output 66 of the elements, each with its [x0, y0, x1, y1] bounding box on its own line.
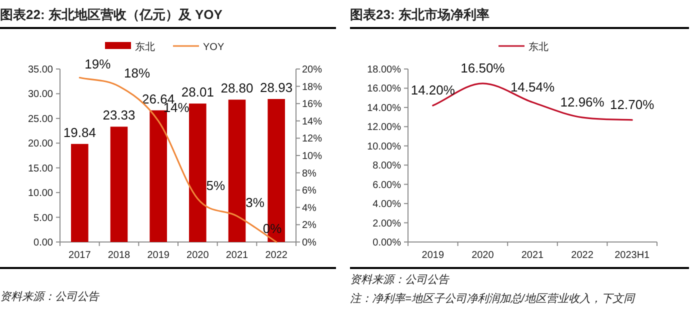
bar — [228, 100, 246, 242]
y-tick-label: 30.00 — [28, 89, 54, 100]
data-label: 5% — [206, 178, 226, 193]
x-tick-label: 2020 — [186, 250, 210, 261]
y-tick-label: 20.00 — [28, 138, 54, 150]
legend-label: 东北 — [135, 41, 155, 53]
y2-tick-label: 18% — [302, 82, 322, 93]
y2-tick-label: 2% — [302, 220, 317, 232]
data-label: 28.80 — [220, 80, 254, 96]
y-tick-label: 4.00% — [372, 199, 402, 210]
legend-label: 东北 — [528, 41, 548, 53]
bar — [71, 144, 88, 242]
x-tick-label: 2020 — [472, 250, 494, 261]
y-tick-label: 0.00 — [34, 238, 54, 248]
y-tick-label: 25.00 — [28, 114, 54, 125]
x-tick-label: 2017 — [68, 250, 92, 261]
y2-tick-label: 4% — [302, 202, 317, 214]
y-tick-label: 8.00% — [372, 160, 402, 172]
y2-tick-label: 10% — [302, 151, 322, 162]
x-tick-label: 2019 — [422, 250, 444, 261]
data-label: 28.01 — [181, 84, 214, 100]
x-tick-label: 2022 — [265, 250, 288, 261]
data-label: 23.33 — [102, 108, 136, 123]
y-tick-label: 5.00 — [34, 212, 54, 224]
y2-tick-label: 12% — [302, 134, 322, 145]
y-tick-label: 35.00 — [28, 64, 54, 76]
data-label: 3% — [246, 195, 265, 210]
data-label: 19.84 — [63, 124, 96, 140]
y-tick-label: 10.00 — [28, 188, 54, 200]
data-label: 16.50% — [460, 60, 506, 76]
data-label: 19% — [84, 56, 112, 72]
x-tick-label: 2022 — [571, 250, 594, 261]
y2-tick-label: 6% — [302, 186, 317, 197]
y2-tick-label: 8% — [302, 168, 317, 180]
x-tick-label: 2023H1 — [614, 250, 650, 261]
text: 资料来源：公司公告 — [0, 290, 100, 305]
x-tick-label: 2021 — [226, 250, 249, 261]
x-tick-label: 2021 — [521, 250, 544, 261]
y2-tick-label: 16% — [302, 99, 322, 110]
data-label: 14.20% — [410, 82, 456, 98]
y-tick-label: 12.00% — [367, 122, 402, 134]
data-label: 18% — [124, 65, 150, 80]
x-tick-label: 2019 — [147, 250, 170, 261]
y2-tick-label: 14% — [302, 116, 322, 128]
y-tick-label: 14.00% — [367, 102, 402, 114]
y-tick-label: 2.00% — [372, 218, 402, 230]
text: 注：净利率=地区子公司净利润加总/地区营业收入，下文同 — [350, 292, 636, 307]
data-label: 12.96% — [560, 94, 605, 110]
y-tick-label: 16.00% — [367, 84, 402, 95]
y-tick-label: 10.00% — [367, 141, 402, 152]
data-label: 28.93 — [260, 80, 293, 96]
bar — [189, 104, 206, 242]
data-label: 14.54% — [510, 79, 555, 94]
x-tick-label: 2018 — [108, 250, 131, 261]
y-tick-label: 6.00% — [372, 180, 402, 191]
chart-title: 图表23: 东北市场净利率 — [350, 6, 490, 24]
y2-tick-label: 0% — [302, 238, 317, 248]
chart-title: 图表22: 东北地区营收（亿元）及 YOY — [0, 6, 222, 24]
bar — [110, 126, 128, 242]
y-tick-label: 18.00% — [367, 64, 402, 76]
y-tick-label: 0.00% — [372, 238, 402, 248]
y2-tick-label: 20% — [302, 64, 322, 76]
data-label: 12.70% — [610, 96, 655, 112]
legend-label: YOY — [203, 42, 224, 53]
y-tick-label: 15.00 — [28, 163, 54, 174]
text: 资料来源：公司公告 — [350, 272, 450, 288]
